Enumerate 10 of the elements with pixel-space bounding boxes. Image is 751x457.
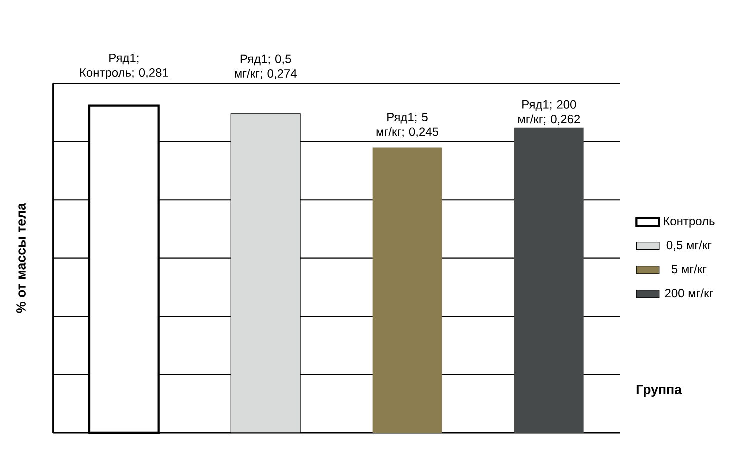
y-axis-title: % от массы тела	[16, 203, 26, 314]
data-label: Ряд1; 0,5 мг/кг; 0,274	[235, 54, 297, 80]
legend-label: Контроль	[664, 217, 715, 228]
data-label: Ряд1; 200 мг/кг; 0,262	[518, 100, 580, 125]
data-label: Ряд1; Контроль; 0,281	[80, 54, 168, 80]
legend-label: 0,5 мг/кг	[666, 240, 712, 251]
legend-label: 5 мг/кг	[672, 264, 707, 274]
data-label: Ряд1; 5 мг/кг; 0,245	[376, 113, 438, 138]
x-axis-title: Группа	[636, 385, 682, 398]
legend-label: 200 мг/кг	[665, 288, 714, 298]
